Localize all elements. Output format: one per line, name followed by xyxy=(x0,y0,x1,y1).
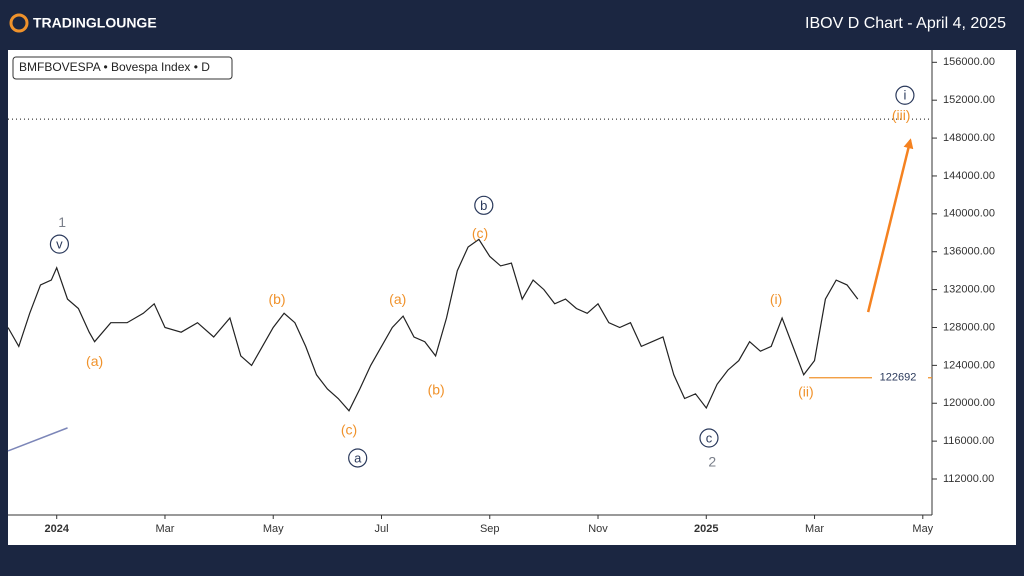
x-tick-label: May xyxy=(912,523,933,535)
chart-title: IBOV D Chart - April 4, 2025 xyxy=(805,15,1006,32)
y-tick-label: 128000.00 xyxy=(943,321,995,333)
wave-label: (c) xyxy=(341,422,357,438)
wave-label: (i) xyxy=(770,291,782,307)
y-tick-label: 148000.00 xyxy=(943,132,995,144)
wave-circle xyxy=(474,195,494,215)
wave-label: (b) xyxy=(268,291,285,307)
y-tick-label: 112000.00 xyxy=(943,473,994,485)
x-tick-label: May xyxy=(263,523,284,535)
y-tick-label: 132000.00 xyxy=(943,284,995,296)
wave-label: a xyxy=(354,450,362,465)
wave-label: v xyxy=(56,237,63,252)
y-tick-label: 116000.00 xyxy=(943,435,994,447)
wave-label: (c) xyxy=(472,225,488,241)
chart-area xyxy=(8,50,1016,545)
wave-label: (b) xyxy=(428,382,445,398)
price-line xyxy=(7,238,859,412)
wave-circle xyxy=(895,85,915,105)
y-tick-label: 144000.00 xyxy=(943,170,995,182)
wave-circle xyxy=(699,428,719,448)
wave-circle xyxy=(49,234,70,254)
wave-label: (a) xyxy=(389,291,406,307)
y-tick-label: 124000.00 xyxy=(943,359,995,371)
x-tick-label: 2025 xyxy=(694,523,718,535)
y-tick-label: 136000.00 xyxy=(943,246,995,258)
projection-arrow xyxy=(866,138,914,313)
wave-label: c xyxy=(706,430,713,445)
x-tick-label: Jul xyxy=(374,523,388,535)
y-tick-label: 152000.00 xyxy=(943,94,995,106)
x-tick-label: Sep xyxy=(480,523,500,535)
legend-text: BMFBOVESPA • Bovespa Index • D xyxy=(19,60,210,74)
x-tick-label: Mar xyxy=(156,523,175,535)
trend-line xyxy=(7,427,68,452)
brand: TRADINGLOUNGE xyxy=(33,15,157,31)
wave-label: (a) xyxy=(86,353,103,369)
wave-label: i xyxy=(903,88,906,103)
wave-label: 2 xyxy=(708,454,716,470)
x-tick-label: Nov xyxy=(588,523,608,535)
wave-label: (iii) xyxy=(892,107,911,123)
y-tick-label: 140000.00 xyxy=(943,208,995,220)
level-label-bg xyxy=(872,369,928,386)
x-tick-label: Mar xyxy=(805,523,824,535)
wave-label: (ii) xyxy=(798,384,814,400)
wave-label: 1 xyxy=(58,214,66,230)
x-tick-label: 2024 xyxy=(44,523,69,535)
wave-label: b xyxy=(480,198,487,213)
y-tick-label: 156000.00 xyxy=(943,56,995,68)
level-label: 122692 xyxy=(880,372,917,384)
y-tick-label: 120000.00 xyxy=(943,397,995,409)
legend-box xyxy=(12,56,233,80)
logo-icon xyxy=(9,13,29,33)
wave-circle xyxy=(348,448,368,468)
